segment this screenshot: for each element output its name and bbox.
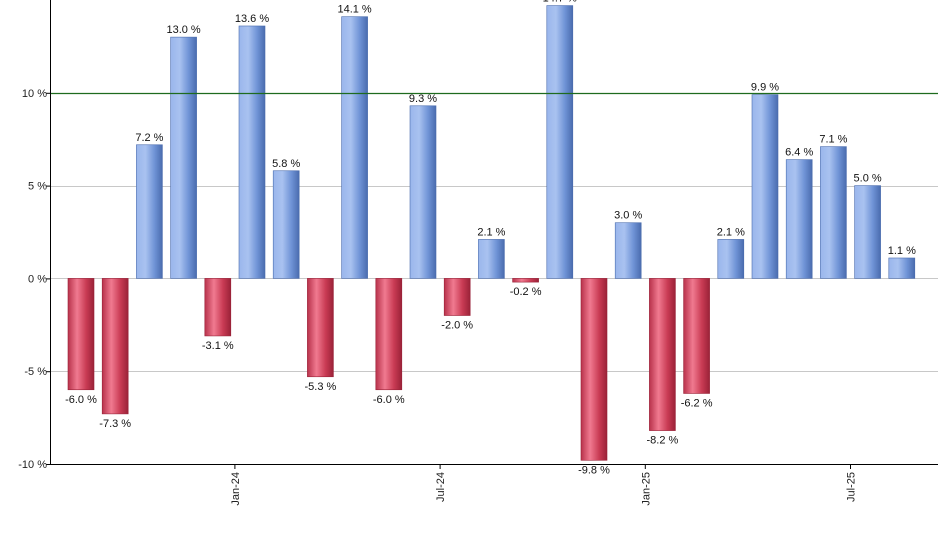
bar-positive xyxy=(478,239,505,279)
y-tick-label: 0 % xyxy=(28,273,47,285)
data-label: 14.7 % xyxy=(543,0,577,5)
data-label: 1.1 % xyxy=(888,245,916,257)
y-tick-labels: -10 % -5 % 0 % 5 % 10 % xyxy=(18,88,50,471)
x-tick-label: Jul-24 xyxy=(435,472,447,502)
bar-negative xyxy=(204,278,232,337)
bar-negative xyxy=(443,278,471,316)
bar-positive xyxy=(136,144,163,279)
x-tick-labels: Jan-24 Jul-24 Jan-25 Jul-25 xyxy=(230,464,858,506)
data-label: 14.1 % xyxy=(337,4,371,16)
y-tick-label: -5 % xyxy=(24,366,47,378)
y-tick-label: 10 % xyxy=(22,88,47,100)
bar-negative xyxy=(512,278,539,283)
data-label: 13.6 % xyxy=(235,13,269,25)
bar-negative xyxy=(649,278,676,431)
x-tick-label: Jan-25 xyxy=(640,472,652,506)
bar-positive xyxy=(341,16,368,279)
y-tick-label: -10 % xyxy=(18,459,47,471)
bar-negative xyxy=(375,278,403,391)
data-label: 5.8 % xyxy=(272,158,300,170)
data-label: 7.1 % xyxy=(819,134,847,146)
data-label: 2.1 % xyxy=(477,226,505,238)
data-label: -9.8 % xyxy=(578,464,610,476)
bar-positive xyxy=(170,36,197,279)
data-label: -5.3 % xyxy=(305,381,337,393)
data-label: 13.0 % xyxy=(166,24,200,36)
bar-positive xyxy=(820,146,847,279)
data-label: -6.2 % xyxy=(681,397,713,409)
x-tick-label: Jan-24 xyxy=(230,472,242,506)
axes xyxy=(50,0,938,465)
data-label: 6.4 % xyxy=(785,147,813,159)
data-label: 9.9 % xyxy=(751,82,779,94)
bar-positive xyxy=(409,105,437,279)
bar-positive xyxy=(785,159,813,279)
data-label: -6.0 % xyxy=(65,394,97,406)
bar-positive xyxy=(888,257,916,279)
data-label: 3.0 % xyxy=(614,210,642,222)
data-label: 5.0 % xyxy=(854,173,882,185)
data-label: -8.2 % xyxy=(647,435,679,447)
bar-negative xyxy=(683,278,710,394)
data-label: 7.2 % xyxy=(135,132,163,144)
data-labels: -6.0 %-7.3 %7.2 %13.0 %-3.1 %13.6 %5.8 %… xyxy=(65,0,916,476)
bar-negative xyxy=(67,278,95,391)
bar-positive xyxy=(546,5,574,279)
data-label: 9.3 % xyxy=(409,93,437,105)
data-label: 2.1 % xyxy=(717,226,745,238)
bar-negative xyxy=(307,278,334,378)
bar-positive xyxy=(751,94,779,279)
data-label: -0.2 % xyxy=(510,286,542,298)
data-label: -6.0 % xyxy=(373,394,405,406)
y-tick-label: 5 % xyxy=(28,181,47,193)
x-tick-label: Jul-25 xyxy=(846,472,858,502)
bar-positive xyxy=(614,222,642,279)
bar-positive xyxy=(854,185,881,279)
bar-negative xyxy=(101,278,129,415)
bars xyxy=(67,5,916,461)
bar-positive xyxy=(717,239,745,279)
data-label: -3.1 % xyxy=(202,340,234,352)
data-label: -7.3 % xyxy=(99,418,131,430)
bar-positive xyxy=(238,25,266,279)
bar-negative xyxy=(580,278,608,461)
data-label: -2.0 % xyxy=(441,320,473,332)
bar-positive xyxy=(272,170,300,279)
